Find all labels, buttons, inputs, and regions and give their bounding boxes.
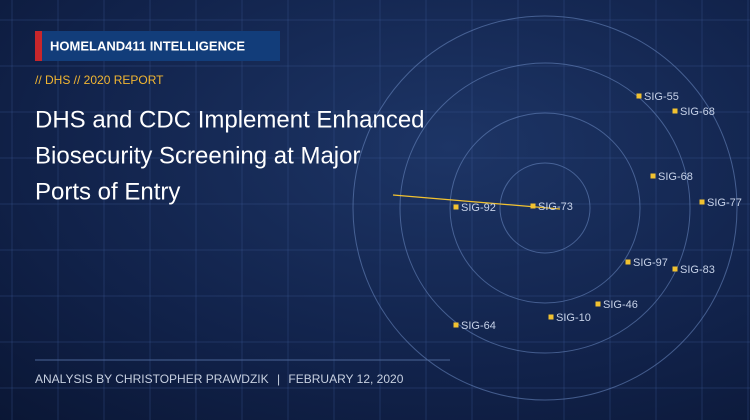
signal-label: SIG-64 (461, 320, 496, 332)
radar-ring (399, 62, 691, 354)
byline-author: ANALYSIS BY CHRISTOPHER PRAWDZIK (35, 372, 269, 386)
signal-label: SIG-68 (658, 171, 693, 183)
signal-label: SIG-73 (538, 201, 573, 213)
radar (352, 15, 738, 401)
kicker: // DHS // 2020 REPORT (35, 73, 164, 87)
byline-separator: | (277, 372, 280, 386)
signal-dot (453, 322, 459, 328)
signal-dot (530, 203, 536, 209)
signal-dot (650, 173, 656, 179)
radar-ring (449, 112, 641, 304)
signal-label: SIG-10 (556, 312, 591, 324)
signal-label: SIG-77 (707, 197, 742, 209)
title-line: Ports of Entry (35, 178, 180, 205)
signal-label: SIG-46 (603, 299, 638, 311)
title-line: DHS and CDC Implement Enhanced (35, 106, 425, 133)
signal-label: SIG-68 (680, 106, 715, 118)
signal-dot (699, 199, 705, 205)
title-line: Biosecurity Screening at Major (35, 142, 360, 169)
signal-dot (453, 204, 459, 210)
badge-accent (35, 31, 42, 61)
badge: HOMELAND411 INTELLIGENCE (50, 38, 245, 53)
radar-ring (352, 15, 738, 401)
signal-label: SIG-83 (680, 264, 715, 276)
signal-label: SIG-97 (633, 257, 668, 269)
badge-box (42, 31, 280, 61)
byline-date: FEBRUARY 12, 2020 (288, 372, 403, 386)
signal-dot (625, 259, 631, 265)
signal-dot (636, 93, 642, 99)
signal-dot (595, 301, 601, 307)
signal-dot (548, 314, 554, 320)
byline: ANALYSIS BY CHRISTOPHER PRAWDZIK | FEBRU… (35, 372, 404, 386)
signal-label: SIG-55 (644, 91, 679, 103)
signal-label: SIG-92 (461, 202, 496, 214)
radar-ring (499, 162, 591, 254)
signal-dot (672, 108, 678, 114)
signal-dot (672, 266, 678, 272)
